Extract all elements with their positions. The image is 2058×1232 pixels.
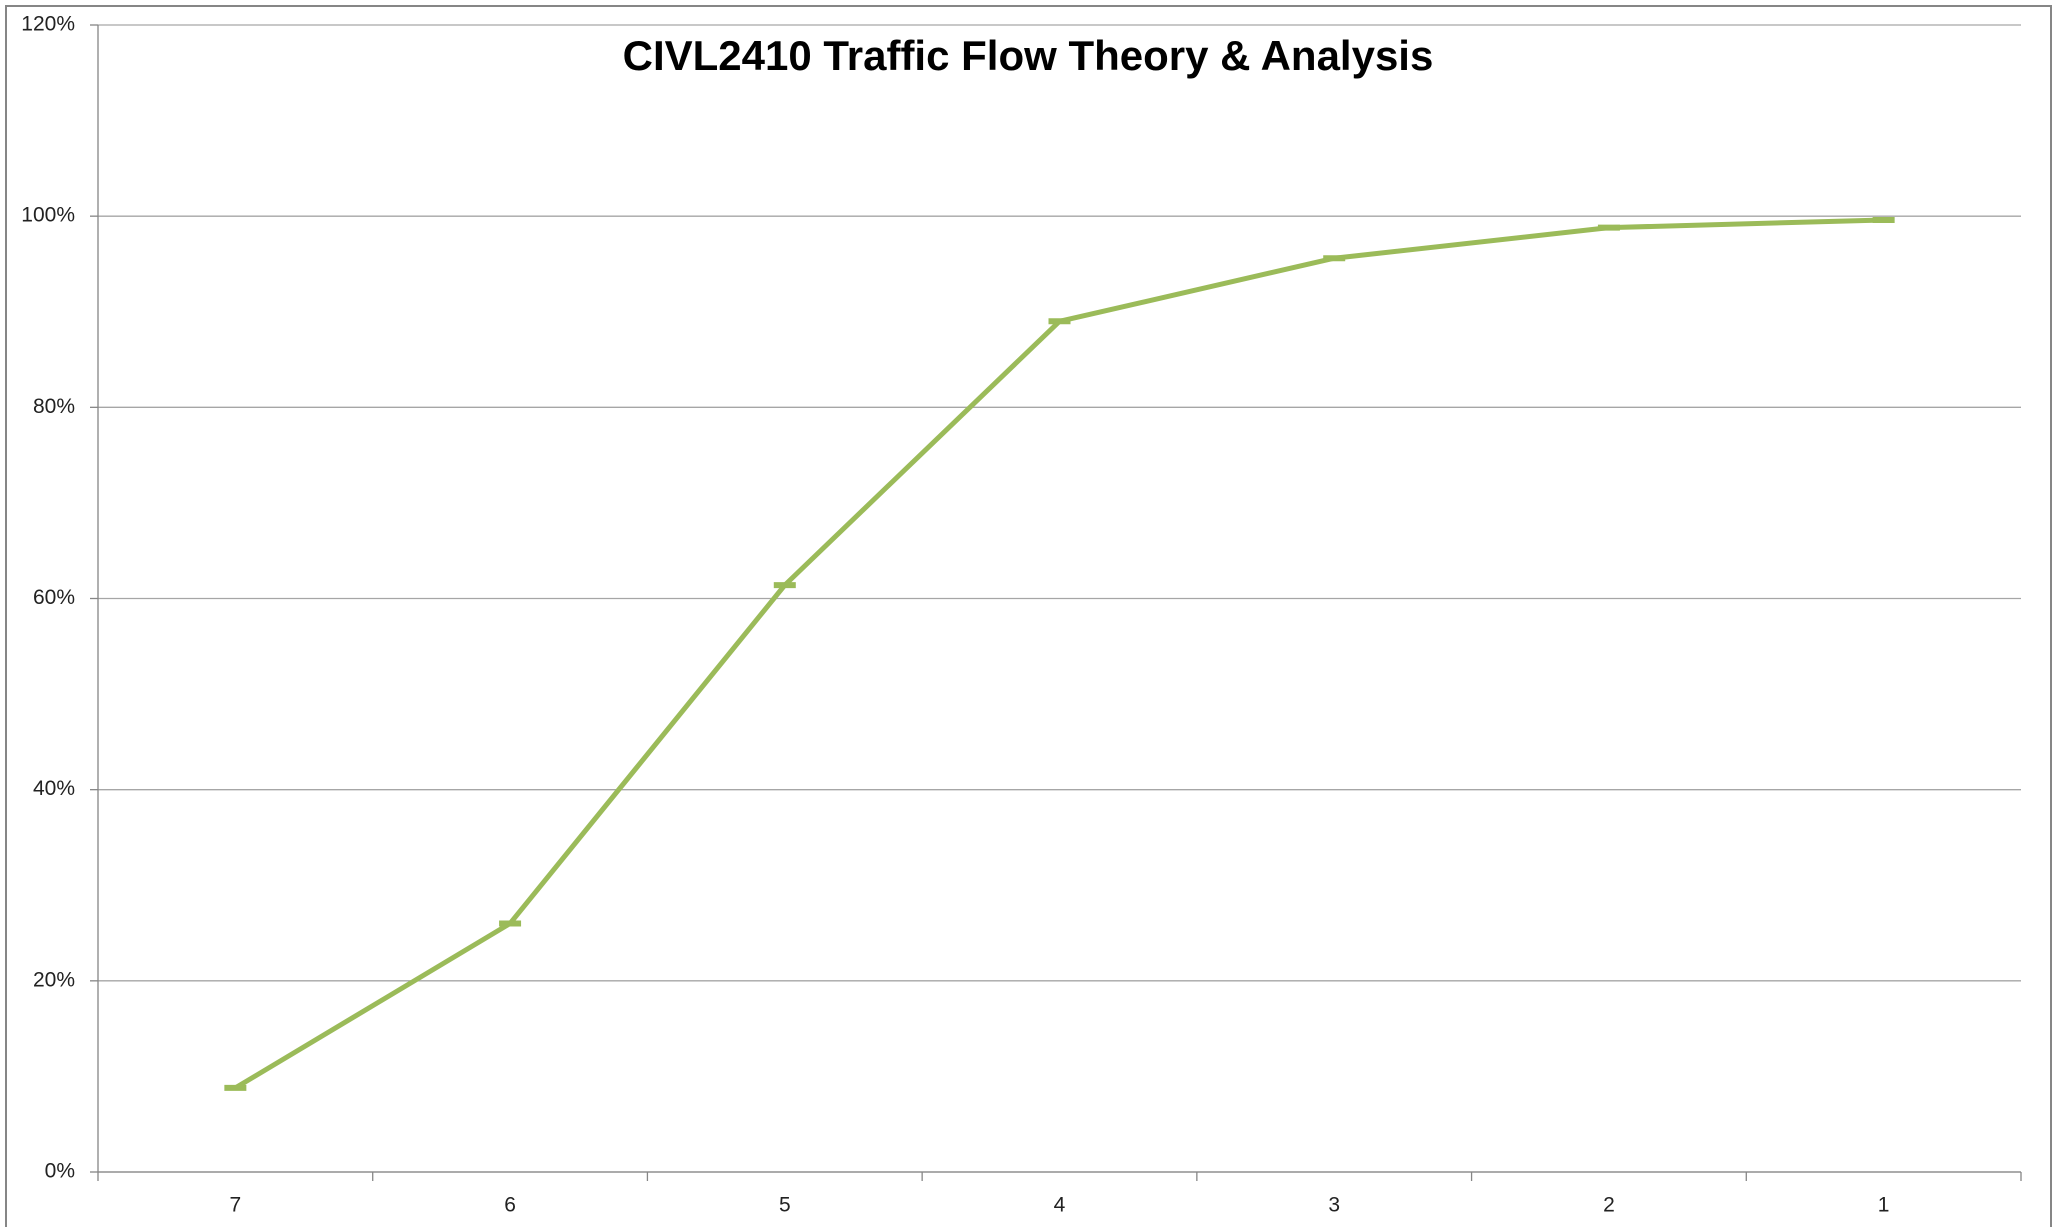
chart-frame bbox=[5, 5, 2052, 1232]
x-tick-label: 4 bbox=[1054, 1194, 1066, 1217]
y-tick-label: 100% bbox=[21, 204, 75, 227]
y-tick-label: 20% bbox=[33, 968, 75, 991]
x-tick-label: 1 bbox=[1878, 1194, 1890, 1217]
chart-title: CIVL2410 Traffic Flow Theory & Analysis bbox=[623, 32, 1434, 79]
y-tick-label: 40% bbox=[33, 777, 75, 800]
x-tick-label: 7 bbox=[230, 1194, 242, 1217]
y-tick-label: 120% bbox=[21, 13, 75, 36]
x-tick-label: 6 bbox=[504, 1194, 516, 1217]
x-tick-label: 5 bbox=[779, 1194, 791, 1217]
y-tick-label: 60% bbox=[33, 586, 75, 609]
x-tick-label: 3 bbox=[1328, 1194, 1340, 1217]
y-tick-label: 0% bbox=[45, 1160, 75, 1183]
x-tick-label: 2 bbox=[1603, 1194, 1615, 1217]
y-tick-label: 80% bbox=[33, 395, 75, 418]
